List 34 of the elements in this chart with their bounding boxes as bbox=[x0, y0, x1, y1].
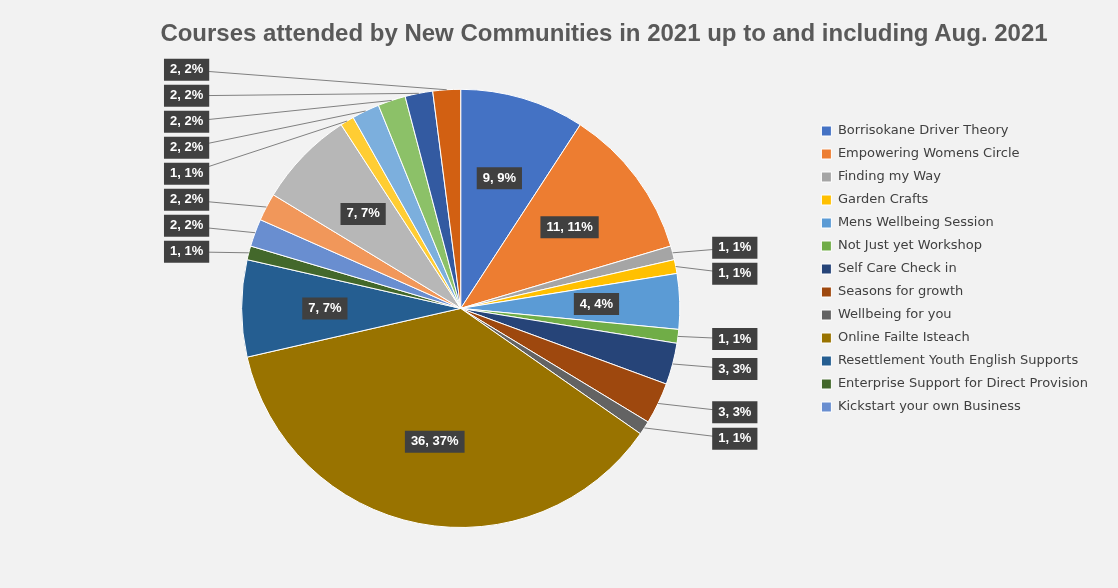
data-label: 7, 7% bbox=[346, 205, 381, 221]
data-label: 2, 2% bbox=[169, 61, 204, 77]
data-label: 1, 1% bbox=[718, 265, 752, 281]
legend-label: Empowering Womens Circle bbox=[837, 145, 1020, 161]
data-label: 36, 37% bbox=[410, 433, 460, 449]
data-label: 1, 1% bbox=[169, 165, 204, 181]
data-label: 3, 3% bbox=[718, 403, 752, 419]
data-label: 2, 2% bbox=[169, 191, 204, 207]
legend-label: Kickstart your own Business bbox=[837, 398, 1021, 414]
data-label: 1, 1% bbox=[169, 243, 204, 259]
chart-title: Courses attended by New Communities in 2021 up to and including Aug. 2021 bbox=[160, 19, 1048, 47]
legend-label: Finding my Way bbox=[837, 168, 942, 184]
data-label: 3, 3% bbox=[718, 360, 752, 376]
legend-label: Garden Crafts bbox=[837, 191, 929, 207]
legend-label: Seasons for growth bbox=[837, 283, 964, 299]
data-label: 11, 11% bbox=[546, 218, 594, 234]
legend-label: Enterprise Support for Direct Provision bbox=[837, 375, 1089, 391]
legend-label: Online Failte Isteach bbox=[837, 329, 970, 345]
legend-label: Not Just yet Workshop bbox=[837, 237, 982, 253]
data-label: 1, 1% bbox=[718, 239, 752, 255]
data-label: 9, 9% bbox=[482, 169, 517, 185]
legend-label: Mens Wellbeing Session bbox=[837, 214, 994, 230]
data-label: 2, 2% bbox=[169, 139, 204, 155]
data-label: 7, 7% bbox=[308, 299, 342, 315]
legend-label: Borrisokane Driver Theory bbox=[837, 122, 1009, 138]
legend-label: Resettlement Youth English Supports bbox=[837, 352, 1079, 368]
data-label: 1, 1% bbox=[718, 330, 752, 346]
data-label: 4, 4% bbox=[579, 295, 614, 311]
data-label: 2, 2% bbox=[169, 113, 204, 129]
data-label: 2, 2% bbox=[169, 217, 204, 233]
legend-label: Self Care Check in bbox=[837, 260, 957, 276]
legend-label: Wellbeing for you bbox=[837, 306, 952, 322]
data-label: 2, 2% bbox=[169, 87, 204, 103]
data-label: 1, 1% bbox=[718, 430, 752, 446]
